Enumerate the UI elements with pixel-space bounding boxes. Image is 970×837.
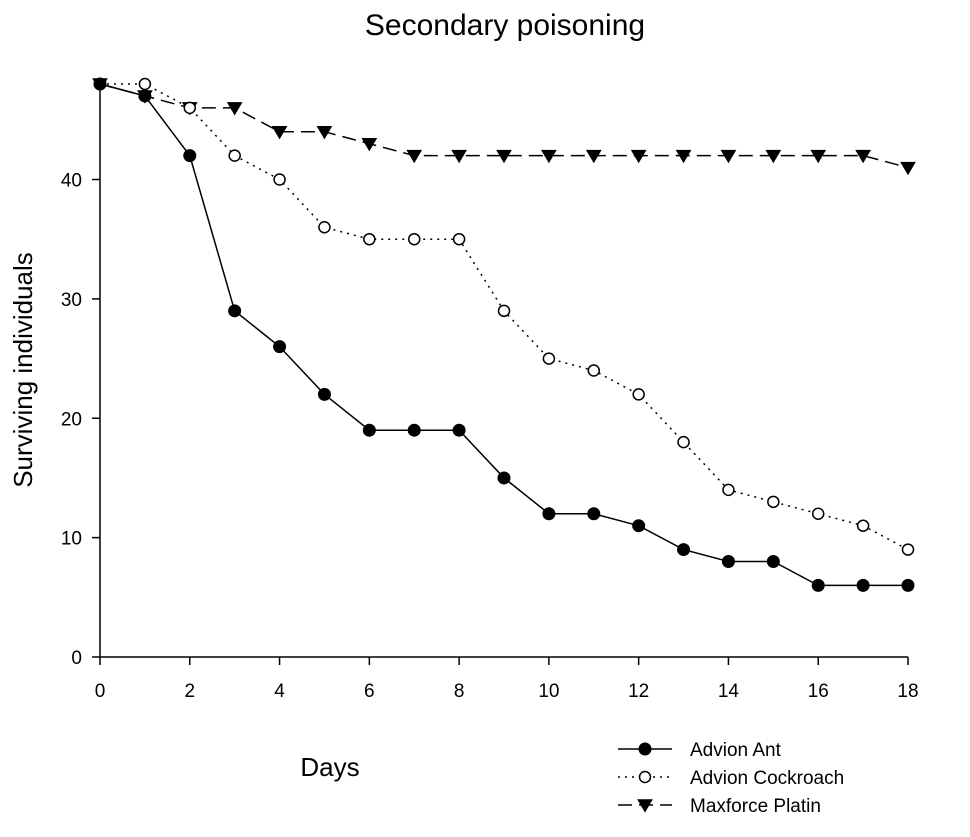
chart-title: Secondary poisoning [365, 9, 645, 42]
x-tick-label: 2 [184, 681, 195, 702]
x-axis-ticks: 0 2 4 6 8 10 12 14 16 18 [95, 657, 919, 702]
data-point [901, 543, 915, 556]
data-point [720, 149, 737, 164]
data-point [585, 149, 602, 164]
series-advion-cockroach [93, 77, 915, 556]
data-point [93, 77, 107, 91]
data-point [452, 423, 466, 437]
data-point [541, 149, 557, 164]
data-point [542, 352, 556, 365]
data-point [497, 471, 511, 485]
data-point [542, 507, 556, 521]
x-tick-label: 6 [364, 681, 375, 702]
legend-item-maxforce-platin: Maxforce Platin [618, 796, 821, 817]
y-tick-label: 40 [61, 171, 82, 192]
data-point [856, 578, 870, 592]
data-point [766, 555, 780, 568]
x-tick-label: 16 [808, 681, 829, 702]
data-point [765, 149, 782, 164]
data-point [317, 387, 331, 401]
data-point [856, 519, 870, 532]
data-point [677, 435, 690, 449]
y-tick-label: 20 [61, 409, 82, 430]
data-point [318, 221, 331, 234]
data-point [138, 89, 152, 103]
data-point [675, 149, 692, 164]
legend-label: Advion Ant [690, 740, 782, 761]
x-axis-title: Days [300, 752, 359, 782]
data-point [407, 423, 421, 437]
data-point [406, 149, 423, 164]
data-point [811, 578, 825, 592]
data-point [273, 340, 287, 354]
data-point [407, 232, 421, 246]
data-point [183, 101, 197, 115]
data-point [138, 77, 152, 91]
data-point [451, 149, 467, 164]
data-point [677, 543, 691, 557]
legend-item-advion-cockroach: Advion Cockroach [618, 768, 844, 789]
data-point [721, 555, 735, 568]
data-point [855, 149, 871, 164]
data-point [452, 232, 466, 246]
legend-marker [638, 770, 652, 784]
data-point [587, 507, 601, 521]
x-tick-label: 18 [897, 681, 918, 702]
legend-marker [637, 799, 653, 813]
legend-marker [638, 742, 652, 756]
data-point [900, 161, 916, 176]
data-point [363, 232, 376, 246]
legend: Advion Ant Advion Cockroach Maxforce Plati… [618, 740, 844, 817]
y-tick-label: 10 [61, 529, 82, 550]
y-axis-title: Surviving individuals [8, 252, 38, 488]
series-layer [92, 77, 916, 592]
data-point [228, 149, 241, 162]
data-point [316, 126, 333, 140]
data-point [632, 388, 645, 401]
x-tick-label: 14 [718, 681, 740, 702]
data-point [901, 578, 915, 592]
y-axis-ticks: 0 10 20 30 40 [61, 171, 100, 669]
axes [99, 84, 908, 658]
data-point [226, 102, 243, 116]
series-maxforce-platin [92, 78, 916, 176]
data-point [271, 126, 288, 140]
legend-label: Maxforce Platin [690, 796, 821, 817]
x-tick-label: 0 [95, 681, 106, 702]
y-tick-label: 0 [71, 648, 82, 669]
data-point [630, 149, 647, 164]
x-tick-label: 8 [454, 681, 465, 702]
series-advion-ant [93, 77, 915, 592]
y-tick-label: 30 [61, 290, 82, 311]
data-point [496, 149, 512, 164]
x-tick-label: 10 [538, 681, 559, 702]
data-point [632, 519, 646, 533]
data-point [183, 149, 197, 163]
data-point [767, 495, 780, 509]
x-tick-label: 4 [274, 681, 285, 702]
data-point [497, 304, 511, 318]
data-point [722, 483, 735, 497]
data-point [273, 173, 286, 186]
data-point [228, 304, 242, 318]
data-point [811, 507, 825, 520]
data-point [361, 137, 378, 152]
legend-item-advion-ant: Advion Ant [618, 740, 782, 761]
data-point [810, 149, 827, 164]
data-point [362, 423, 376, 437]
x-tick-label: 12 [628, 681, 649, 702]
legend-label: Advion Cockroach [690, 768, 844, 789]
data-point [587, 364, 601, 377]
